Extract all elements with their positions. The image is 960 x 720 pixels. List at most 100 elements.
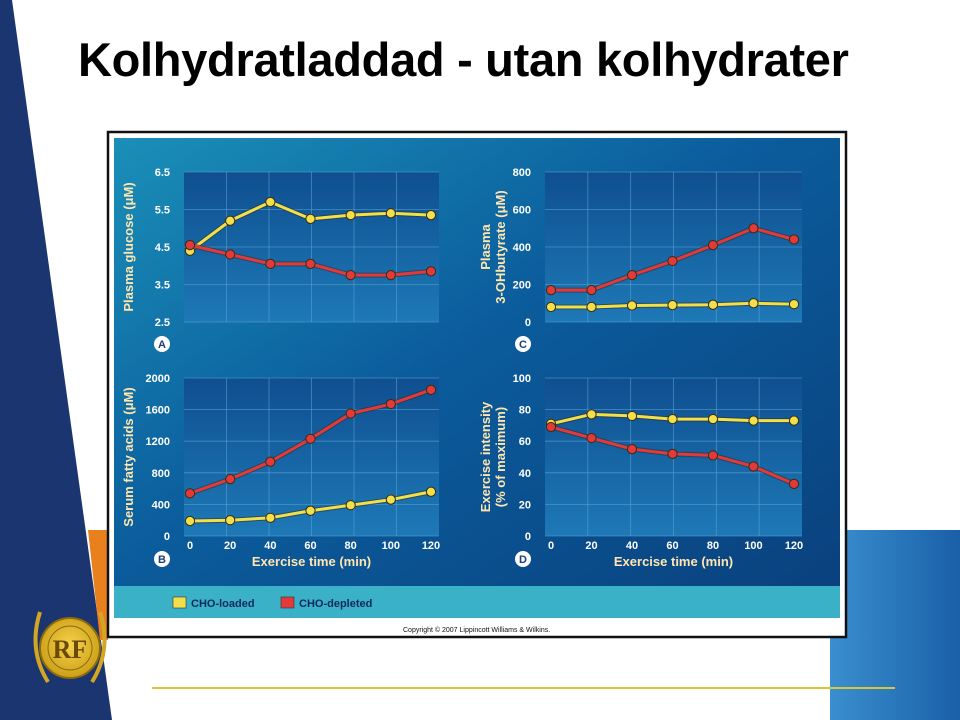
left-navy-band [0, 0, 112, 720]
legend-label-loaded: CHO-loaded [191, 598, 255, 610]
y-tick-label-d: 40 [519, 468, 531, 480]
y-tick-label-a: 3.5 [155, 280, 170, 292]
data-point-c-depleted [788, 234, 800, 245]
panel-badge-b [154, 551, 170, 567]
data-point-c-loaded [586, 301, 597, 313]
panel-badge-c [515, 336, 531, 352]
data-point-c-loaded [667, 300, 678, 311]
data-point-d-depleted [748, 461, 759, 472]
rf-logo: RF [33, 611, 107, 684]
data-point-b-loaded [425, 486, 437, 497]
data-point-c-loaded [707, 299, 719, 310]
y-tick-label-a: 2.5 [155, 317, 170, 329]
panel-letter-a: A [158, 339, 166, 351]
data-point-d-loaded [707, 413, 719, 425]
y-tick-label-b: 0 [164, 531, 170, 543]
y-tick-label-c: 400 [513, 242, 531, 254]
data-point-a-loaded [385, 208, 396, 219]
x-tick-label-b: 0 [187, 540, 193, 552]
y-tick-label-c: 0 [525, 317, 531, 329]
data-point-b-depleted [184, 488, 196, 499]
y-tick-label-a: 6.5 [155, 167, 170, 179]
y-tick-label-d: 80 [519, 405, 531, 417]
y-tick-label-d: 20 [519, 499, 531, 511]
y-tick-label-d: 100 [513, 373, 531, 385]
data-point-c-loaded [545, 301, 557, 313]
x-tick-label-d: 100 [744, 540, 762, 552]
y-tick-label-c: 800 [513, 167, 531, 179]
y-tick-label-c: 600 [513, 205, 531, 217]
data-point-b-loaded [265, 512, 276, 523]
data-point-d-loaded [748, 415, 759, 426]
right-bottom-band [830, 530, 960, 720]
x-tick-label-b: 120 [422, 540, 440, 552]
x-tick-label-d: 20 [585, 540, 597, 552]
legend-label-depleted: CHO-depleted [299, 598, 372, 610]
data-point-b-loaded [225, 515, 236, 526]
chart-legend: CHO-loaded CHO-depleted [172, 596, 372, 610]
data-point-d-loaded [626, 410, 638, 422]
y-tick-label-b: 2000 [146, 373, 170, 385]
x-tick-label-b: 80 [345, 540, 357, 552]
x-axis-label-d: Exercise time (min) [614, 554, 733, 569]
y-axis-label-c: 3-OHbutyrate (μM) [493, 190, 508, 303]
data-point-a-loaded [425, 210, 437, 221]
y-tick-label-b: 800 [152, 468, 170, 480]
panel-letter-c: C [519, 339, 527, 351]
x-tick-label-b: 100 [382, 540, 400, 552]
y-tick-label-d: 0 [525, 531, 531, 543]
panel-badge-d [515, 551, 531, 567]
y-tick-label-b: 1200 [146, 436, 170, 448]
chart-plots: 6.5 5.5 4.5 3.5 2.5 Plasma glucose (μM) Plasma… [121, 167, 803, 569]
data-point-d-depleted [586, 432, 597, 444]
y-tick-label-d: 60 [519, 436, 531, 448]
y-axis-label-d: Exercise intensity [478, 401, 493, 512]
data-point-c-depleted [626, 270, 638, 281]
data-point-b-loaded [305, 505, 316, 516]
panel-letter-d: D [519, 554, 527, 566]
data-point-d-depleted [707, 450, 719, 461]
data-point-a-depleted [345, 270, 356, 281]
data-point-a-loaded [345, 210, 356, 221]
data-point-d-loaded [788, 415, 800, 426]
data-point-b-loaded [385, 494, 396, 505]
data-point-c-depleted [748, 223, 759, 234]
data-point-d-loaded [667, 413, 678, 425]
x-axis-label-b: Exercise time (min) [252, 554, 371, 569]
x-tick-label-b: 60 [304, 540, 316, 552]
data-point-d-depleted [545, 421, 557, 433]
svg-text:RF: RF [53, 635, 88, 664]
data-point-b-depleted [225, 474, 236, 485]
data-point-a-depleted [425, 266, 437, 277]
data-point-b-depleted [265, 456, 276, 467]
orange-accent-band [88, 530, 108, 640]
y-axis-label-c: Plasma [478, 223, 493, 269]
x-tick-label-d: 40 [626, 540, 638, 552]
panel-letter-b: B [158, 554, 166, 566]
copyright-text: Copyright © 2007 Lippincott Williams & W… [403, 626, 550, 634]
data-point-d-depleted [667, 448, 678, 459]
legend-swatch-depleted [280, 596, 295, 609]
data-point-a-depleted [305, 258, 316, 269]
data-point-c-loaded [626, 300, 638, 311]
x-tick-label-d: 120 [785, 540, 803, 552]
data-point-a-depleted [385, 270, 396, 281]
x-tick-label-d: 0 [548, 540, 554, 552]
data-point-b-depleted [385, 398, 396, 410]
y-tick-label-a: 4.5 [155, 242, 170, 254]
x-tick-label-d: 60 [666, 540, 678, 552]
data-point-b-depleted [345, 408, 356, 419]
data-point-c-loaded [748, 298, 759, 309]
data-point-a-depleted [265, 258, 276, 269]
y-axis-label-b: Serum fatty acids (μM) [121, 387, 136, 526]
slide-title: Kolhydratladdad - utan kolhydrater [78, 33, 849, 86]
panel-badge-a [154, 336, 170, 352]
y-tick-label-b: 1600 [146, 405, 170, 417]
x-tick-label-b: 20 [224, 540, 236, 552]
data-point-a-depleted [184, 240, 196, 251]
data-point-b-loaded [184, 515, 196, 527]
data-point-c-depleted [707, 240, 719, 251]
data-point-b-depleted [425, 384, 437, 395]
data-point-d-loaded [586, 409, 597, 420]
